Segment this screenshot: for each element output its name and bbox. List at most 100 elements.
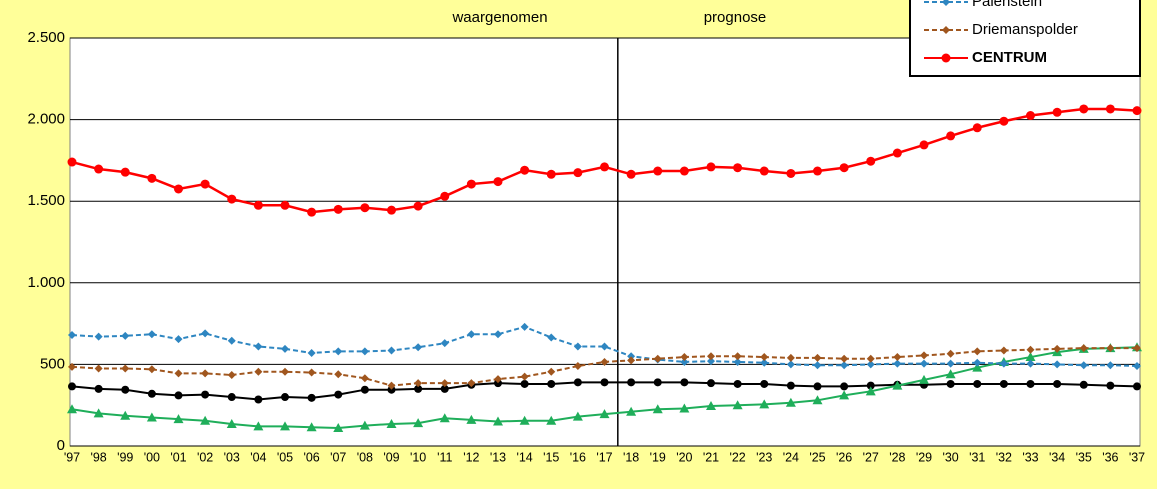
- marker: [973, 358, 982, 367]
- marker: [147, 365, 156, 374]
- x-tick-label: '03: [224, 450, 240, 464]
- marker: [494, 330, 502, 339]
- marker: [146, 412, 157, 422]
- legend-box: [909, 0, 1141, 77]
- marker: [733, 357, 742, 366]
- marker: [201, 329, 210, 338]
- marker: [200, 179, 210, 189]
- marker: [920, 359, 928, 368]
- marker: [201, 369, 210, 378]
- marker: [893, 359, 902, 368]
- x-tick-label: '09: [383, 450, 399, 464]
- marker: [440, 339, 449, 348]
- marker: [281, 344, 289, 353]
- marker: [599, 409, 610, 419]
- marker: [999, 116, 1009, 126]
- marker: [147, 389, 156, 398]
- marker: [520, 372, 529, 381]
- marker: [627, 378, 636, 387]
- marker: [600, 378, 609, 387]
- marker: [706, 401, 716, 411]
- marker: [173, 414, 184, 424]
- x-tick-label: '27: [863, 450, 879, 464]
- marker: [547, 379, 556, 388]
- marker: [307, 207, 317, 217]
- x-tick-label: '36: [1102, 450, 1118, 464]
- marker: [360, 374, 369, 383]
- marker: [812, 395, 823, 405]
- marker: [307, 348, 316, 357]
- x-tick-label: '08: [357, 450, 373, 464]
- marker: [626, 406, 637, 416]
- x-tick-label: '35: [1076, 450, 1092, 464]
- x-tick-label: '23: [756, 450, 772, 464]
- y-tick-label: 2.000: [27, 111, 65, 128]
- marker: [866, 381, 875, 390]
- marker: [626, 169, 636, 179]
- marker: [892, 148, 902, 158]
- marker: [93, 408, 104, 418]
- marker: [1026, 345, 1035, 354]
- marker: [227, 393, 236, 402]
- x-tick-label: '22: [729, 450, 745, 464]
- marker: [945, 369, 956, 379]
- marker: [1053, 379, 1062, 388]
- marker: [387, 385, 396, 394]
- marker: [946, 131, 956, 141]
- marker: [707, 379, 715, 388]
- x-tick-label: '37: [1129, 450, 1145, 464]
- marker: [253, 200, 263, 210]
- marker: [759, 399, 770, 409]
- marker: [786, 353, 795, 362]
- marker: [946, 379, 955, 388]
- marker: [706, 162, 716, 172]
- marker: [201, 390, 210, 399]
- marker: [68, 382, 76, 391]
- marker: [147, 173, 157, 183]
- marker: [333, 204, 343, 214]
- marker: [972, 123, 982, 133]
- marker: [121, 331, 130, 340]
- marker: [866, 354, 875, 363]
- marker: [627, 356, 636, 365]
- marker: [227, 336, 236, 345]
- marker: [786, 168, 796, 178]
- marker: [494, 379, 502, 388]
- marker: [281, 367, 289, 376]
- marker: [893, 353, 902, 362]
- marker: [972, 362, 983, 372]
- x-tick-label: '17: [596, 450, 612, 464]
- marker: [1026, 111, 1035, 121]
- marker: [466, 414, 477, 424]
- marker: [387, 381, 396, 390]
- marker: [546, 415, 557, 425]
- marker: [999, 359, 1008, 368]
- marker: [1133, 344, 1141, 353]
- marker: [840, 361, 849, 370]
- marker: [733, 379, 742, 388]
- x-tick-label: '05: [277, 450, 293, 464]
- marker: [919, 374, 929, 384]
- marker: [759, 166, 769, 176]
- x-tick-label: '20: [676, 450, 692, 464]
- x-tick-label: '00: [144, 450, 160, 464]
- x-tick-label: '26: [836, 450, 852, 464]
- marker: [467, 379, 476, 388]
- annotation: prognose: [704, 9, 767, 26]
- marker: [334, 370, 343, 379]
- marker: [600, 162, 609, 172]
- marker: [547, 333, 556, 342]
- marker: [679, 166, 689, 176]
- marker: [439, 413, 450, 423]
- marker: [520, 165, 530, 175]
- marker: [466, 179, 476, 189]
- marker: [94, 384, 103, 393]
- x-tick-label: '15: [543, 450, 559, 464]
- marker: [1133, 362, 1141, 371]
- y-tick-label: 2.500: [27, 29, 65, 46]
- x-tick-label: '10: [410, 450, 426, 464]
- marker: [813, 361, 822, 370]
- marker: [440, 384, 449, 393]
- marker: [1052, 107, 1062, 117]
- marker: [334, 390, 343, 399]
